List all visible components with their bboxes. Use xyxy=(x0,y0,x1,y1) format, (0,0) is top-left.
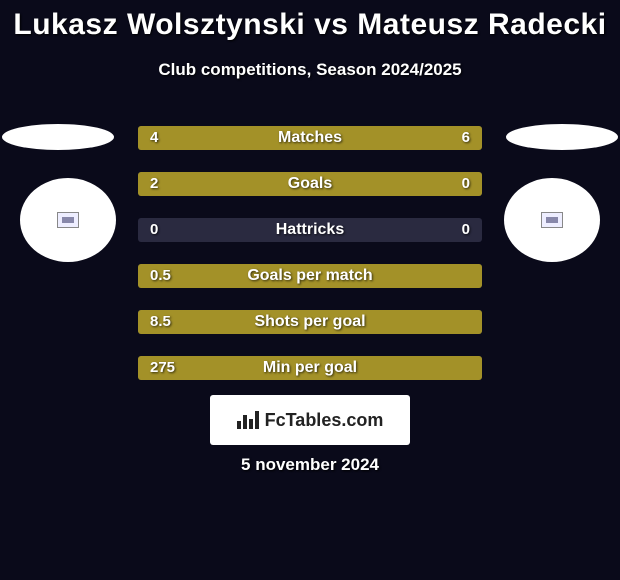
bars-icon xyxy=(237,411,259,429)
page-subtitle: Club competitions, Season 2024/2025 xyxy=(0,60,620,80)
stat-row: 8.5Shots per goal xyxy=(138,310,482,334)
player-right-ellipse xyxy=(506,124,618,150)
stat-label: Shots per goal xyxy=(138,310,482,334)
stat-label: Goals per match xyxy=(138,264,482,288)
stat-row: 275Min per goal xyxy=(138,356,482,380)
stat-label: Min per goal xyxy=(138,356,482,380)
stats-bars: 46Matches 20Goals 00Hattricks 0.5Goals per … xyxy=(138,126,482,402)
stat-label: Matches xyxy=(138,126,482,150)
date-text: 5 november 2024 xyxy=(0,455,620,475)
player-left-avatar xyxy=(20,178,116,262)
stat-row: 20Goals xyxy=(138,172,482,196)
flag-icon xyxy=(541,212,563,228)
page-title: Lukasz Wolsztynski vs Mateusz Radecki xyxy=(0,0,620,42)
stat-label: Hattricks xyxy=(138,218,482,242)
player-right-avatar xyxy=(504,178,600,262)
flag-icon xyxy=(57,212,79,228)
player-left-ellipse xyxy=(2,124,114,150)
stat-row: 46Matches xyxy=(138,126,482,150)
stat-row: 00Hattricks xyxy=(138,218,482,242)
brand-badge: FcTables.com xyxy=(210,395,410,445)
stat-label: Goals xyxy=(138,172,482,196)
stat-row: 0.5Goals per match xyxy=(138,264,482,288)
brand-text: FcTables.com xyxy=(265,410,384,431)
